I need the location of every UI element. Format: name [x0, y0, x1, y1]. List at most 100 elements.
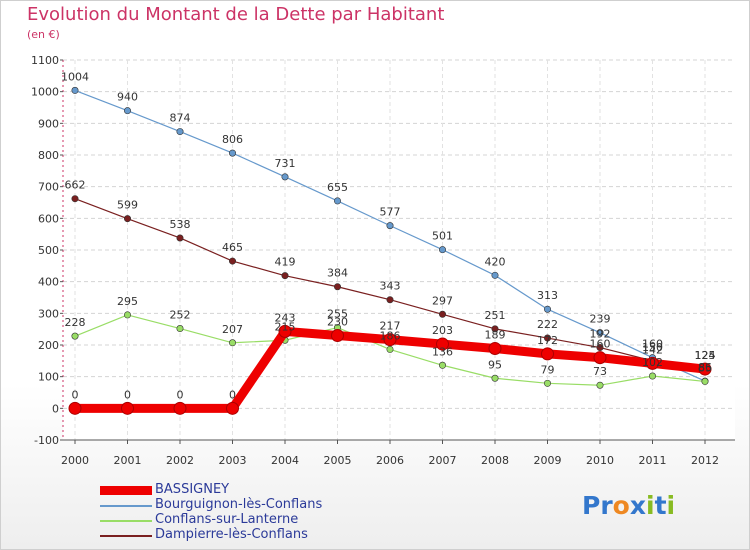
data-label: 86: [698, 361, 712, 374]
x-tick-label: 2002: [166, 454, 194, 467]
data-label: 124: [695, 349, 716, 362]
data-point: [386, 345, 394, 353]
data-label: 0: [124, 388, 131, 401]
data-point: [229, 257, 237, 265]
data-point: [596, 329, 604, 337]
data-label: 172: [537, 334, 558, 347]
data-point: [543, 379, 551, 387]
data-label: 192: [590, 328, 611, 341]
data-label: 207: [222, 323, 243, 336]
data-point: [71, 86, 79, 94]
legend-swatch: [100, 535, 152, 537]
legend-label: Conflans-sur-Lanterne: [155, 512, 299, 527]
y-tick-label: 800: [38, 149, 59, 162]
data-point: [71, 332, 79, 340]
data-label: 217: [380, 320, 401, 333]
data-label: 85: [698, 361, 712, 374]
legend-label: Dampierre-lès-Conflans: [155, 527, 308, 542]
data-point: [596, 381, 604, 389]
data-point: [229, 339, 237, 347]
brand-logo-letter: i: [646, 491, 655, 520]
data-label: 251: [485, 309, 506, 322]
y-tick-label: 500: [38, 244, 59, 257]
y-tick-label: 1100: [31, 54, 59, 67]
data-label: 655: [327, 181, 348, 194]
data-label: 538: [170, 218, 191, 231]
brand-logo-letter: r: [600, 491, 613, 520]
x-tick-label: 2006: [376, 454, 404, 467]
data-label: 731: [275, 157, 296, 170]
data-label: 150: [642, 341, 663, 354]
x-tick-label: 2005: [324, 454, 352, 467]
y-tick-label: 300: [38, 307, 59, 320]
legend-swatch: [100, 505, 152, 507]
data-label: 252: [170, 309, 191, 322]
data-label: 189: [485, 328, 506, 341]
data-point: [491, 271, 499, 279]
data-point: [68, 401, 82, 415]
data-label: 255: [327, 308, 348, 321]
data-label: 186: [380, 329, 401, 342]
data-point: [698, 362, 712, 376]
y-tick-label: -100: [34, 434, 59, 447]
brand-logo-letter: P: [582, 491, 601, 520]
data-point: [438, 361, 446, 369]
data-point: [646, 356, 659, 370]
data-label: 419: [275, 256, 296, 269]
data-label: 73: [593, 365, 607, 378]
data-point: [488, 341, 502, 355]
data-label: 203: [432, 324, 453, 337]
data-point: [648, 372, 656, 380]
y-tick-label: 100: [38, 371, 59, 384]
data-point: [124, 311, 132, 319]
y-tick-label: 0: [52, 402, 59, 415]
data-label: 874: [170, 112, 191, 125]
brand-logo-letter: i: [666, 491, 676, 520]
chart-title: Evolution du Montant de la Dette par Hab…: [27, 4, 445, 25]
x-tick-label: 2004: [271, 454, 299, 467]
data-label: 102: [642, 356, 663, 369]
data-point: [491, 374, 499, 382]
data-label: 465: [222, 241, 243, 254]
data-label: 343: [380, 280, 401, 293]
data-label: 215: [275, 320, 296, 333]
y-tick-label: 200: [38, 339, 59, 352]
data-label: 599: [117, 199, 138, 212]
brand-logo-letter: t: [654, 491, 667, 520]
data-point: [436, 337, 449, 351]
data-point: [386, 222, 394, 230]
x-tick-label: 2003: [219, 454, 247, 467]
data-label: 420: [485, 255, 506, 268]
legend-label: Bourguignon-lès-Conflans: [155, 497, 323, 512]
data-point: [491, 325, 499, 333]
data-label: 222: [537, 318, 558, 331]
data-label: 295: [117, 295, 138, 308]
data-label: 313: [537, 289, 558, 302]
y-tick-label: 400: [38, 276, 59, 289]
x-tick-label: 2008: [481, 454, 509, 467]
data-point: [331, 329, 344, 342]
data-label: 79: [541, 363, 555, 376]
data-label: 142: [642, 343, 663, 356]
data-label: 243: [275, 311, 296, 324]
data-point: [124, 215, 132, 223]
data-point: [176, 325, 184, 333]
data-label: 384: [327, 267, 348, 280]
data-point: [121, 401, 134, 415]
data-label: 160: [590, 338, 611, 351]
x-tick-label: 2010: [586, 454, 614, 467]
legend-label: BASSIGNEY: [155, 482, 230, 497]
data-point: [226, 401, 239, 415]
data-point: [593, 351, 607, 365]
data-point: [438, 310, 446, 318]
data-point: [383, 333, 397, 347]
data-label: 0: [72, 388, 79, 401]
data-point: [124, 107, 132, 115]
data-point: [333, 283, 341, 291]
y-tick-label: 700: [38, 181, 59, 194]
data-point: [281, 173, 289, 181]
y-tick-label: 1000: [31, 86, 59, 99]
brand-logo-letter: o: [612, 491, 630, 520]
data-label: 806: [222, 133, 243, 146]
